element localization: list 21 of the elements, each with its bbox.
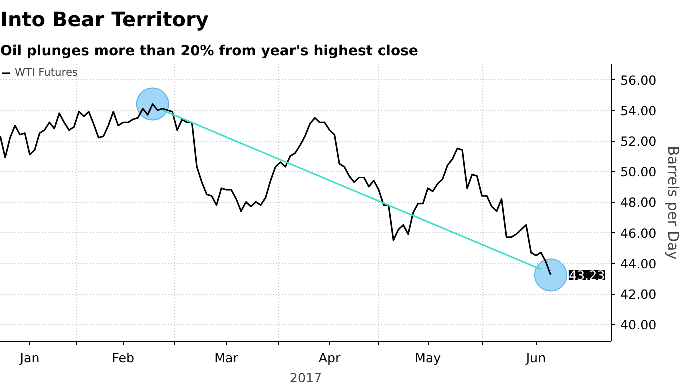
legend-label: WTI Futures [15,66,78,79]
y-tick-label: 46.00 [620,226,657,241]
x-tick-label: Jan [19,350,40,366]
chart-subtitle: Oil plunges more than 20% from year's highest close [0,44,418,60]
x-tick-label: Jun [525,350,546,366]
y-tick-label: 54.00 [620,103,657,118]
y-axis-title: Barrels per Day [664,146,682,260]
y-tick-label: 52.00 [620,134,657,150]
y-tick-label: 56.00 [620,72,657,88]
x-axis-title: 2017 [290,370,322,385]
x-tick-label: Apr [318,350,342,366]
data-label: 43.23 [568,268,606,284]
y-tick-label: 50.00 [620,164,657,180]
y-tick-label: 42.00 [620,287,657,302]
chart-title: Into Bear Territory [0,8,209,32]
y-tick-label: 40.00 [620,318,657,333]
x-tick-label: May [415,350,442,366]
x-tick-label: Mar [214,350,240,366]
y-tick-label: 48.00 [620,195,657,210]
x-tick-label: Feb [112,350,135,366]
y-tick-label: 44.00 [620,256,657,272]
